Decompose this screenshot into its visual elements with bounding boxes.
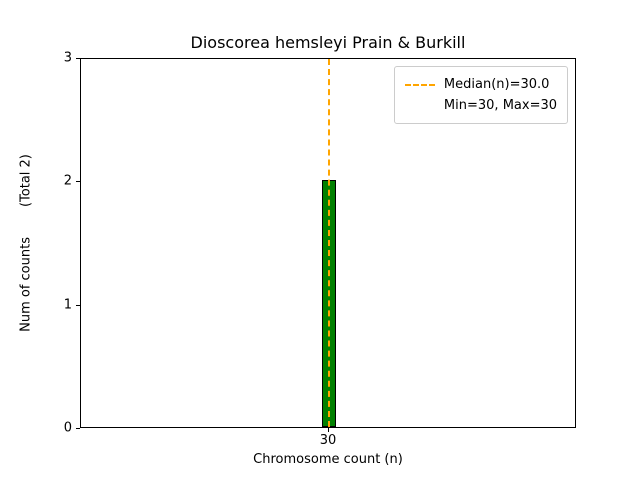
legend-label-minmax: Min=30, Max=30 [443,98,557,113]
y-tick-label: 1 [63,297,72,313]
median-dashed-line-icon [404,83,435,86]
y-tick-label: 3 [63,50,72,66]
legend-label-median: Median(n)=30.0 [443,77,550,92]
x-tick-label: 30 [319,433,337,448]
legend-blank-handle [405,105,435,107]
y-tick-label: 0 [63,420,72,436]
plot-area: Median(n)=30.0 Min=30, Max=30 [80,58,576,428]
legend: Median(n)=30.0 Min=30, Max=30 [393,66,568,124]
y-tick-mark [76,181,80,183]
y-tick-mark [76,58,80,59]
y-tick-label: 2 [63,173,72,189]
x-axis-label: Chromosome count (n) [253,452,403,467]
legend-entry-minmax: Min=30, Max=30 [405,95,557,116]
y-tick-mark [76,428,80,429]
y-axis-label: Num of counts (Total 2) [19,154,34,332]
y-axis-total-note: (Total 2) [18,154,34,208]
legend-entry-median: Median(n)=30.0 [404,74,557,95]
y-tick-mark [76,304,80,306]
median-line [328,59,330,427]
x-tick-mark [328,428,329,432]
y-axis-label-text: Num of counts [18,237,34,332]
chart-title: Dioscorea hemsleyi Prain & Burkill [190,33,466,52]
